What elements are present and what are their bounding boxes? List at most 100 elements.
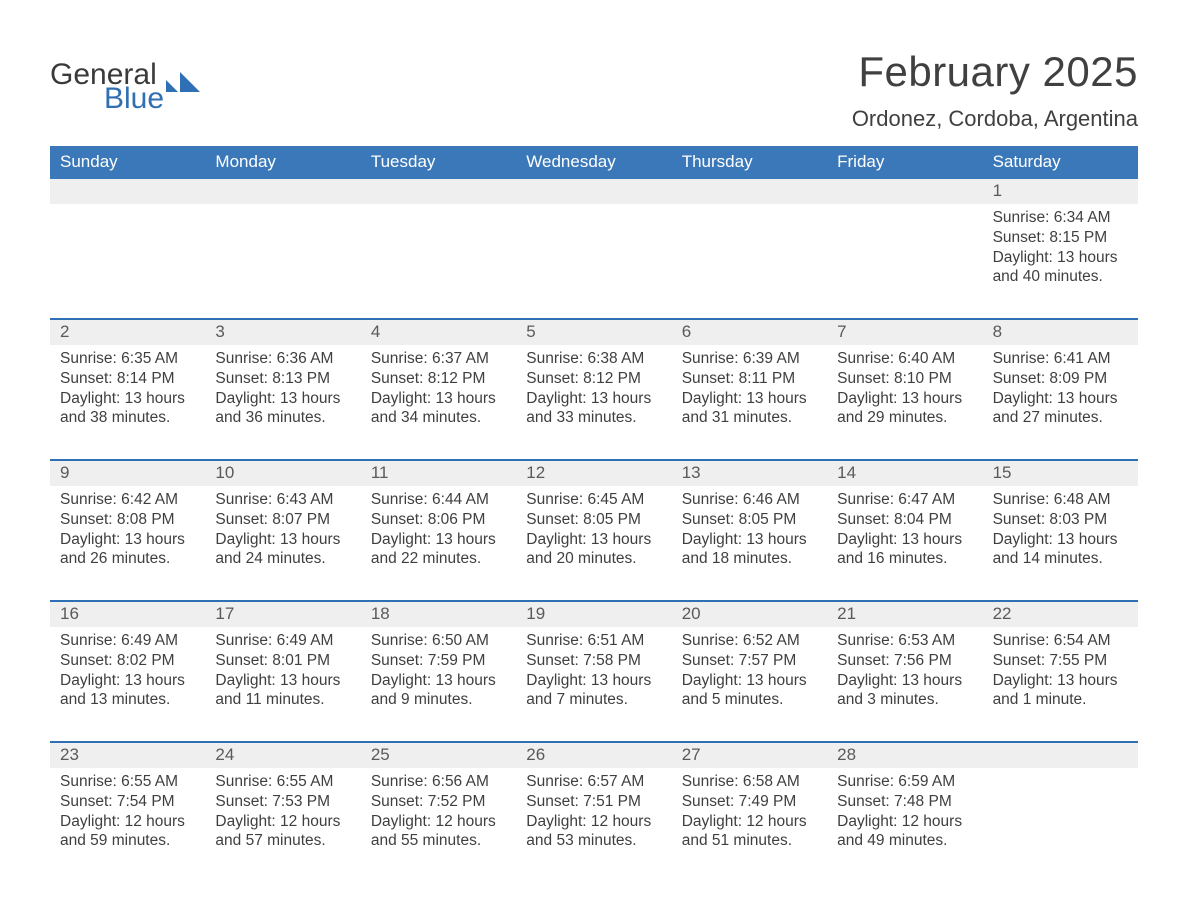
sunrise-line: Sunrise: 6:49 AM	[60, 631, 195, 651]
brand-logo: General Blue	[50, 48, 212, 114]
day-number: 24	[205, 743, 360, 768]
sunrise-line: Sunrise: 6:40 AM	[837, 349, 972, 369]
brand-line2: Blue	[104, 84, 164, 114]
sunrise-line: Sunrise: 6:38 AM	[526, 349, 661, 369]
sunset-line: Sunset: 8:02 PM	[60, 651, 195, 671]
day-number	[516, 179, 671, 204]
daylight-line: and 57 minutes.	[215, 831, 350, 851]
day-number: 6	[672, 320, 827, 345]
day-cell: Sunrise: 6:39 AMSunset: 8:11 PMDaylight:…	[672, 345, 827, 441]
day-number: 20	[672, 602, 827, 627]
location: Ordonez, Cordoba, Argentina	[852, 106, 1138, 132]
daylight-line: and 1 minute.	[993, 690, 1128, 710]
daylight-line: and 3 minutes.	[837, 690, 972, 710]
day-number	[827, 179, 982, 204]
weekday-tuesday: Tuesday	[361, 146, 516, 179]
sunrise-line: Sunrise: 6:39 AM	[682, 349, 817, 369]
weekday-wednesday: Wednesday	[516, 146, 671, 179]
sunset-line: Sunset: 8:01 PM	[215, 651, 350, 671]
week-row: 2345678Sunrise: 6:35 AMSunset: 8:14 PMDa…	[50, 318, 1138, 441]
day-number: 4	[361, 320, 516, 345]
sunset-line: Sunset: 8:12 PM	[526, 369, 661, 389]
daylight-line: Daylight: 13 hours	[682, 530, 817, 550]
day-cell: Sunrise: 6:59 AMSunset: 7:48 PMDaylight:…	[827, 768, 982, 864]
day-cell	[983, 768, 1138, 864]
sunset-line: Sunset: 7:58 PM	[526, 651, 661, 671]
sunrise-line: Sunrise: 6:56 AM	[371, 772, 506, 792]
sunset-line: Sunset: 7:55 PM	[993, 651, 1128, 671]
day-cell: Sunrise: 6:46 AMSunset: 8:05 PMDaylight:…	[672, 486, 827, 582]
daylight-line: Daylight: 13 hours	[371, 671, 506, 691]
sunset-line: Sunset: 8:03 PM	[993, 510, 1128, 530]
daylight-line: and 5 minutes.	[682, 690, 817, 710]
daylight-line: Daylight: 12 hours	[60, 812, 195, 832]
day-number: 28	[827, 743, 982, 768]
weeks-container: 1Sunrise: 6:34 AMSunset: 8:15 PMDaylight…	[50, 179, 1138, 864]
day-number: 16	[50, 602, 205, 627]
daylight-line: Daylight: 12 hours	[682, 812, 817, 832]
sunset-line: Sunset: 8:04 PM	[837, 510, 972, 530]
day-number: 9	[50, 461, 205, 486]
daylight-line: Daylight: 12 hours	[526, 812, 661, 832]
daylight-line: Daylight: 13 hours	[682, 389, 817, 409]
daylight-line: Daylight: 13 hours	[993, 530, 1128, 550]
weekday-monday: Monday	[205, 146, 360, 179]
daylight-line: Daylight: 13 hours	[215, 389, 350, 409]
sunrise-line: Sunrise: 6:50 AM	[371, 631, 506, 651]
sunrise-line: Sunrise: 6:34 AM	[993, 208, 1128, 228]
day-cell: Sunrise: 6:54 AMSunset: 7:55 PMDaylight:…	[983, 627, 1138, 723]
day-cell: Sunrise: 6:57 AMSunset: 7:51 PMDaylight:…	[516, 768, 671, 864]
month-title: February 2025	[852, 48, 1138, 96]
week-row: 9101112131415Sunrise: 6:42 AMSunset: 8:0…	[50, 459, 1138, 582]
day-number: 26	[516, 743, 671, 768]
sunrise-line: Sunrise: 6:55 AM	[60, 772, 195, 792]
sunrise-line: Sunrise: 6:57 AM	[526, 772, 661, 792]
day-cell	[516, 204, 671, 300]
sunrise-line: Sunrise: 6:36 AM	[215, 349, 350, 369]
daylight-line: Daylight: 13 hours	[526, 671, 661, 691]
day-number: 22	[983, 602, 1138, 627]
day-number: 8	[983, 320, 1138, 345]
day-number: 17	[205, 602, 360, 627]
day-number: 7	[827, 320, 982, 345]
daylight-line: Daylight: 13 hours	[60, 389, 195, 409]
daylight-line: and 13 minutes.	[60, 690, 195, 710]
sunrise-line: Sunrise: 6:52 AM	[682, 631, 817, 651]
sunset-line: Sunset: 7:49 PM	[682, 792, 817, 812]
sunrise-line: Sunrise: 6:43 AM	[215, 490, 350, 510]
day-cell: Sunrise: 6:55 AMSunset: 7:53 PMDaylight:…	[205, 768, 360, 864]
daylight-line: Daylight: 13 hours	[837, 530, 972, 550]
day-cell	[50, 204, 205, 300]
day-number: 1	[983, 179, 1138, 204]
sunset-line: Sunset: 8:12 PM	[371, 369, 506, 389]
day-cell: Sunrise: 6:56 AMSunset: 7:52 PMDaylight:…	[361, 768, 516, 864]
brand-flag-icon	[166, 64, 212, 92]
daylight-line: and 53 minutes.	[526, 831, 661, 851]
day-cell: Sunrise: 6:44 AMSunset: 8:06 PMDaylight:…	[361, 486, 516, 582]
daylight-line: and 22 minutes.	[371, 549, 506, 569]
weekday-sunday: Sunday	[50, 146, 205, 179]
day-cell: Sunrise: 6:53 AMSunset: 7:56 PMDaylight:…	[827, 627, 982, 723]
daylight-line: Daylight: 13 hours	[215, 671, 350, 691]
sunset-line: Sunset: 7:51 PM	[526, 792, 661, 812]
weekday-saturday: Saturday	[983, 146, 1138, 179]
daylight-line: Daylight: 13 hours	[526, 530, 661, 550]
daylight-line: and 59 minutes.	[60, 831, 195, 851]
sunset-line: Sunset: 7:54 PM	[60, 792, 195, 812]
sunrise-line: Sunrise: 6:55 AM	[215, 772, 350, 792]
day-number: 23	[50, 743, 205, 768]
daylight-line: Daylight: 12 hours	[837, 812, 972, 832]
daylight-line: and 51 minutes.	[682, 831, 817, 851]
day-cell: Sunrise: 6:49 AMSunset: 8:02 PMDaylight:…	[50, 627, 205, 723]
daylight-line: Daylight: 12 hours	[215, 812, 350, 832]
day-number	[50, 179, 205, 204]
sunrise-line: Sunrise: 6:45 AM	[526, 490, 661, 510]
day-cell	[827, 204, 982, 300]
daylight-line: and 26 minutes.	[60, 549, 195, 569]
week-row: 232425262728Sunrise: 6:55 AMSunset: 7:54…	[50, 741, 1138, 864]
week-row: 1Sunrise: 6:34 AMSunset: 8:15 PMDaylight…	[50, 179, 1138, 300]
daylight-line: Daylight: 13 hours	[215, 530, 350, 550]
sunrise-line: Sunrise: 6:44 AM	[371, 490, 506, 510]
day-number	[205, 179, 360, 204]
sunset-line: Sunset: 7:53 PM	[215, 792, 350, 812]
